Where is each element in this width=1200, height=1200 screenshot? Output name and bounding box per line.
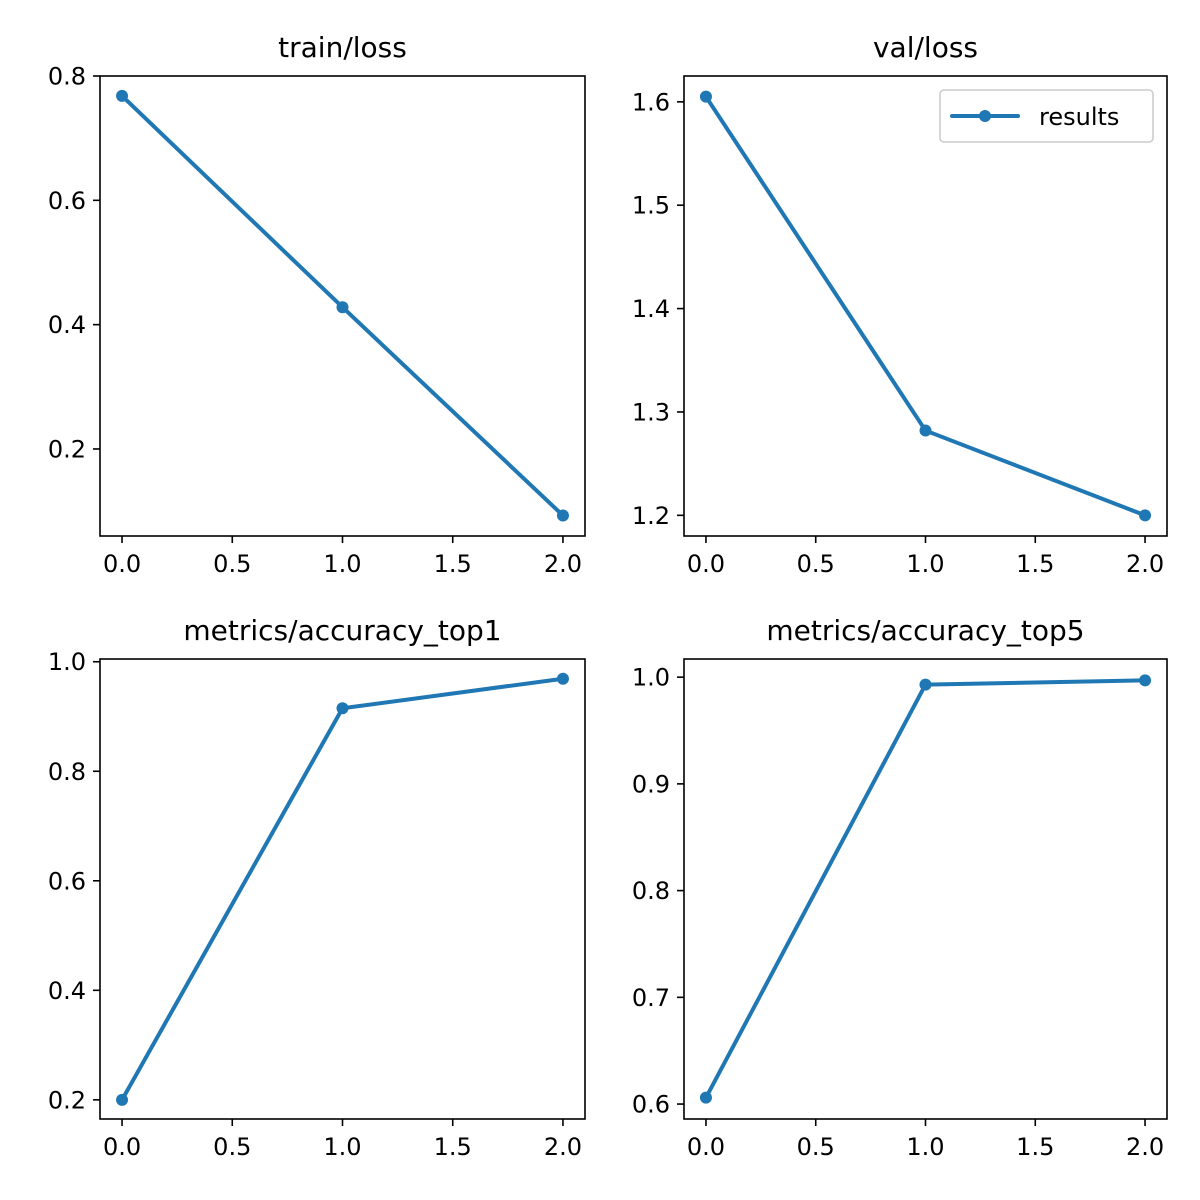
y-tick-label: 0.4 <box>48 311 86 339</box>
x-tick-label: 1.0 <box>906 550 944 578</box>
data-point <box>336 702 349 715</box>
data-point <box>1139 674 1152 687</box>
x-tick-label: 2.0 <box>1126 550 1164 578</box>
y-tick-label: 0.6 <box>632 1091 670 1119</box>
data-point <box>699 90 712 103</box>
legend-marker <box>979 110 991 122</box>
x-tick-label: 1.0 <box>323 550 361 578</box>
legend: results <box>939 89 1154 143</box>
x-tick-label: 0.0 <box>103 1133 141 1161</box>
panel-val-loss: val/loss 0.0 0.5 1.0 1.5 2.0 1.2 1.3 1.4 1.5 1.6 r… <box>632 31 1168 578</box>
data-point <box>699 1091 712 1104</box>
y-tick-label: 1.5 <box>632 192 670 220</box>
x-tick-label: 0.0 <box>687 550 725 578</box>
y-tick-label: 1.0 <box>632 664 670 692</box>
panel-accuracy-top1: metrics/accuracy_top1 0.0 0.5 1.0 1.5 2.0 0.2… <box>48 614 586 1161</box>
x-tick-label: 0.5 <box>797 550 835 578</box>
x-tick-label: 1.5 <box>434 1133 472 1161</box>
y-tick-label: 1.3 <box>632 398 670 426</box>
y-tick-label: 0.6 <box>48 187 86 215</box>
x-tick-label: 2.0 <box>544 1133 582 1161</box>
data-point <box>556 672 569 685</box>
x-tick-label: 1.5 <box>434 550 472 578</box>
legend-frame <box>939 89 1154 143</box>
y-tick-label: 0.9 <box>632 770 670 798</box>
data-point <box>116 89 129 102</box>
y-tick-label: 0.8 <box>48 758 86 786</box>
legend-label: results <box>1039 103 1119 131</box>
y-tick-label: 1.4 <box>632 295 670 323</box>
panel-title: train/loss <box>278 31 407 64</box>
data-point <box>116 1093 129 1106</box>
data-point <box>1139 509 1152 522</box>
panel-accuracy-top5: metrics/accuracy_top5 0.0 0.5 1.0 1.5 2.0 0.6… <box>632 614 1168 1161</box>
y-tick-label: 0.2 <box>48 1086 86 1114</box>
y-tick-label: 0.7 <box>632 984 670 1012</box>
x-tick-label: 1.0 <box>906 1133 944 1161</box>
x-tick-label: 2.0 <box>544 550 582 578</box>
y-tick-label: 1.0 <box>48 648 86 676</box>
x-tick-label: 2.0 <box>1126 1133 1164 1161</box>
y-tick-label: 0.6 <box>48 867 86 895</box>
x-tick-label: 0.0 <box>103 550 141 578</box>
y-tick-label: 1.6 <box>632 88 670 116</box>
panel-title: val/loss <box>873 31 978 64</box>
x-tick-label: 0.5 <box>213 550 251 578</box>
panel-train-loss: train/loss 0.0 0.5 1.0 1.5 2.0 0.2 0.4 0.6 0.8 <box>48 31 586 578</box>
y-tick-label: 0.8 <box>632 877 670 905</box>
x-tick-label: 1.0 <box>323 1133 361 1161</box>
y-tick-label: 1.2 <box>632 502 670 530</box>
panel-title: metrics/accuracy_top1 <box>183 614 501 647</box>
panel-title: metrics/accuracy_top5 <box>766 614 1084 647</box>
y-tick-label: 0.4 <box>48 977 86 1005</box>
data-point <box>336 301 349 314</box>
x-tick-label: 0.5 <box>213 1133 251 1161</box>
y-tick-label: 0.2 <box>48 435 86 463</box>
y-tick-label: 0.8 <box>48 63 86 91</box>
data-point <box>919 424 932 437</box>
data-point <box>919 678 932 691</box>
x-tick-label: 0.0 <box>687 1133 725 1161</box>
x-tick-label: 0.5 <box>797 1133 835 1161</box>
data-point <box>556 509 569 522</box>
x-tick-label: 1.5 <box>1016 1133 1054 1161</box>
x-tick-label: 1.5 <box>1016 550 1054 578</box>
